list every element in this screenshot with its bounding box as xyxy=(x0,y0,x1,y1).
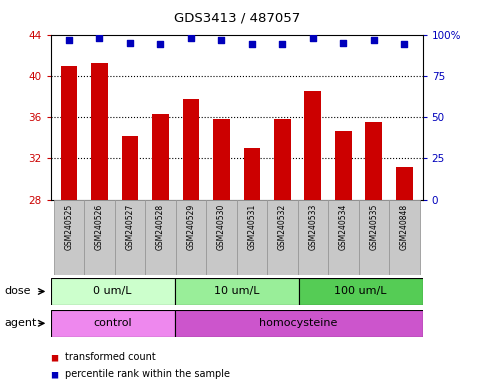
Bar xyxy=(51,310,175,337)
Bar xyxy=(122,136,138,200)
Bar xyxy=(366,122,382,200)
Text: GSM240528: GSM240528 xyxy=(156,204,165,250)
Bar xyxy=(145,200,176,275)
Bar xyxy=(61,66,77,200)
Text: GSM240848: GSM240848 xyxy=(400,204,409,250)
Bar xyxy=(84,200,115,275)
Point xyxy=(340,40,347,46)
Bar xyxy=(176,200,206,275)
Bar xyxy=(274,119,291,200)
Bar xyxy=(175,310,423,337)
Text: percentile rank within the sample: percentile rank within the sample xyxy=(65,369,230,379)
Point xyxy=(65,36,73,43)
Point xyxy=(279,41,286,48)
Text: GSM240531: GSM240531 xyxy=(247,204,256,250)
Text: homocysteine: homocysteine xyxy=(259,318,338,328)
Point xyxy=(187,35,195,41)
Text: transformed count: transformed count xyxy=(65,352,156,362)
Bar xyxy=(91,63,108,200)
Text: GDS3413 / 487057: GDS3413 / 487057 xyxy=(173,12,300,25)
Text: GSM240525: GSM240525 xyxy=(65,204,73,250)
Text: GSM240529: GSM240529 xyxy=(186,204,196,250)
Bar xyxy=(304,91,321,200)
Bar xyxy=(267,200,298,275)
Point xyxy=(370,36,378,43)
Text: GSM240535: GSM240535 xyxy=(369,204,378,250)
Bar xyxy=(328,200,358,275)
Bar xyxy=(358,200,389,275)
Bar xyxy=(54,200,84,275)
Point xyxy=(400,41,408,48)
Bar xyxy=(115,200,145,275)
Text: ◼: ◼ xyxy=(51,369,62,379)
Point xyxy=(248,41,256,48)
Text: dose: dose xyxy=(5,286,31,296)
Text: GSM240532: GSM240532 xyxy=(278,204,287,250)
Text: GSM240526: GSM240526 xyxy=(95,204,104,250)
Text: GSM240533: GSM240533 xyxy=(308,204,317,250)
Bar xyxy=(51,278,175,305)
Text: 100 um/L: 100 um/L xyxy=(334,286,387,296)
Bar xyxy=(183,99,199,200)
Bar xyxy=(243,148,260,200)
Point xyxy=(217,36,225,43)
Point xyxy=(309,35,317,41)
Bar xyxy=(213,119,230,200)
Point xyxy=(156,41,164,48)
Text: GSM240527: GSM240527 xyxy=(126,204,134,250)
Bar xyxy=(298,278,423,305)
Bar xyxy=(396,167,412,200)
Text: agent: agent xyxy=(5,318,37,328)
Bar xyxy=(389,200,420,275)
Text: GSM240530: GSM240530 xyxy=(217,204,226,250)
Bar xyxy=(237,200,267,275)
Text: 10 um/L: 10 um/L xyxy=(214,286,259,296)
Bar xyxy=(206,200,237,275)
Bar xyxy=(175,278,298,305)
Point xyxy=(96,35,103,41)
Text: control: control xyxy=(93,318,132,328)
Text: GSM240534: GSM240534 xyxy=(339,204,348,250)
Text: 0 um/L: 0 um/L xyxy=(93,286,132,296)
Bar xyxy=(298,200,328,275)
Bar xyxy=(335,131,352,200)
Bar xyxy=(152,114,169,200)
Point xyxy=(126,40,134,46)
Text: ◼: ◼ xyxy=(51,352,62,362)
